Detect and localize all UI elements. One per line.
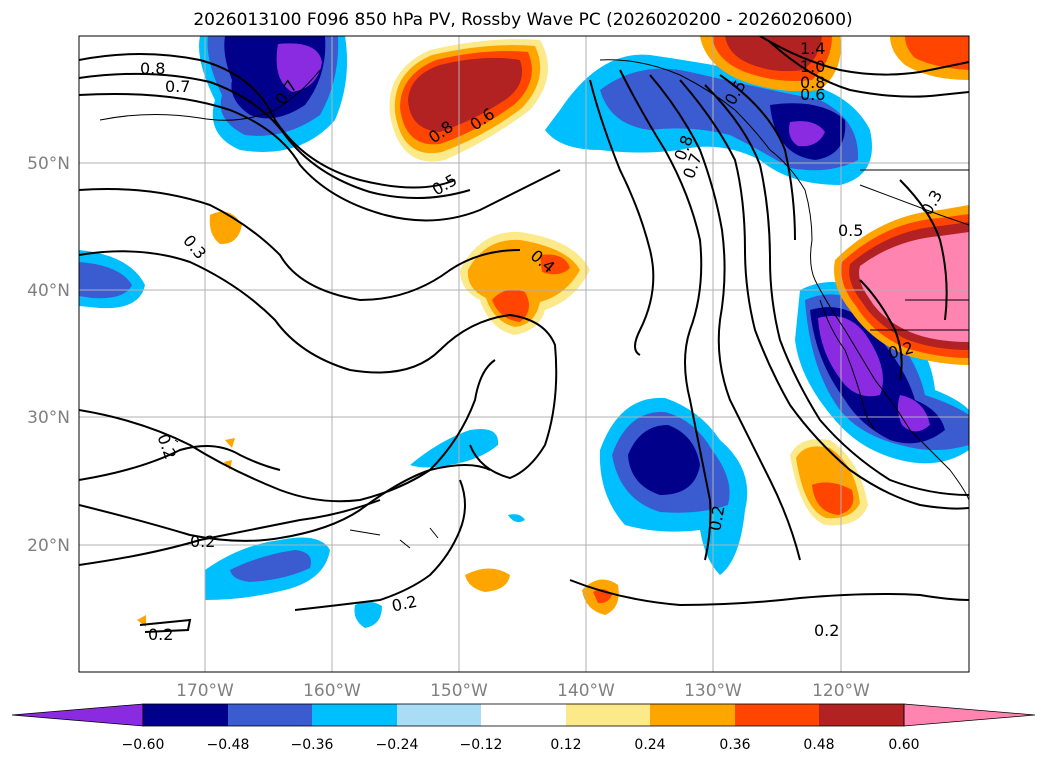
contour-label: 0.2 bbox=[705, 504, 728, 532]
contour-label: 0.2 bbox=[814, 621, 839, 640]
colorbar-tick: 0.48 bbox=[803, 737, 834, 753]
colorbar-tick: 0.24 bbox=[634, 737, 665, 753]
contour-label: 0.2 bbox=[190, 532, 215, 551]
map-panel: 0.8 0.7 0.7 0.8 0.6 0.5 0.3 0.4 0.2 0.2 … bbox=[79, 36, 969, 672]
colorbar-tick: −0.24 bbox=[376, 737, 419, 753]
colorbar: −0.60 −0.48 −0.36 −0.24 −0.12 0.12 0.24 … bbox=[11, 703, 1036, 753]
lon-label: 160°W bbox=[303, 681, 361, 701]
colorbar-tick: −0.12 bbox=[460, 737, 503, 753]
contour-label: 0.8 bbox=[140, 59, 165, 78]
colorbar-bin bbox=[819, 704, 904, 726]
lon-label: 130°W bbox=[684, 681, 742, 701]
lon-label: 150°W bbox=[430, 681, 488, 701]
lon-label: 120°W bbox=[812, 681, 870, 701]
pv-contours bbox=[79, 36, 969, 633]
colorbar-bin bbox=[228, 704, 312, 726]
map-frame bbox=[78, 35, 970, 673]
contour-label: 0.2 bbox=[390, 592, 419, 616]
positive-anomaly-shading bbox=[137, 36, 969, 627]
contour-label: 0.7 bbox=[165, 77, 190, 96]
colorbar-bin bbox=[397, 704, 481, 726]
lat-label: 50°N bbox=[27, 154, 70, 174]
contour-label: 0.6 bbox=[800, 85, 825, 104]
colorbar-tick: −0.60 bbox=[122, 737, 165, 753]
latitude-labels: 50°N 40°N 30°N 20°N bbox=[27, 154, 70, 556]
colorbar-bin bbox=[312, 704, 397, 726]
contour-label: 1.0 bbox=[800, 57, 825, 76]
graticule bbox=[79, 36, 969, 672]
colorbar-bin bbox=[566, 704, 650, 726]
colorbar-tick: 0.12 bbox=[550, 737, 581, 753]
colorbar-bin bbox=[735, 704, 819, 726]
lat-label: 40°N bbox=[27, 281, 70, 301]
colorbar-tick: −0.36 bbox=[291, 737, 334, 753]
colorbar-tick: 0.60 bbox=[888, 737, 919, 753]
colorbar-bin bbox=[143, 704, 228, 726]
negative-anomaly-shading bbox=[79, 36, 969, 628]
colorbar-tick: 0.36 bbox=[719, 737, 750, 753]
contour-label: 0.5 bbox=[838, 221, 863, 240]
colorbar-extend-max bbox=[903, 703, 1036, 727]
longitude-labels: 170°W 160°W 150°W 140°W 130°W 120°W bbox=[176, 681, 870, 701]
colorbar-bin bbox=[481, 704, 566, 726]
contour-label: 0.2 bbox=[148, 625, 173, 644]
colorbar-bin bbox=[650, 704, 735, 726]
colorbar-extend-min bbox=[11, 703, 144, 727]
figure-title: 2026013100 F096 850 hPa PV, Rossby Wave … bbox=[193, 10, 852, 30]
lat-label: 20°N bbox=[27, 536, 70, 556]
contour-label: 1.4 bbox=[800, 39, 825, 58]
lon-label: 170°W bbox=[176, 681, 234, 701]
lon-label: 140°W bbox=[557, 681, 615, 701]
contour-label: 0.8 bbox=[800, 73, 825, 92]
lat-label: 30°N bbox=[27, 408, 70, 428]
colorbar-tick: −0.48 bbox=[207, 737, 250, 753]
